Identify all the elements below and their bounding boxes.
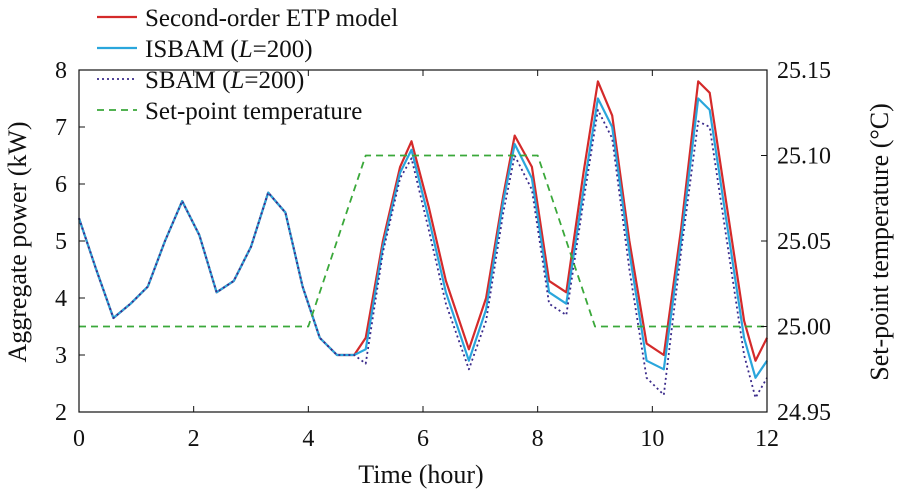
x-axis-title: Time (hour)	[358, 460, 483, 489]
y-tick-label: 8	[55, 58, 67, 84]
x-tick-label: 0	[73, 426, 85, 452]
y-axis-title: Aggregate power (kW)	[3, 121, 32, 362]
ticks: 0 2 4 6 8 10 12234567824.9525.0025.0525.1025.1…	[55, 58, 831, 452]
legend-label-1: ISBAM (L=200)	[145, 36, 313, 63]
x-tick-label: 6	[417, 426, 429, 452]
x-tick-label: 4	[302, 426, 314, 452]
x-tick-label: 10	[640, 426, 664, 452]
y-tick-label: 5	[55, 229, 67, 255]
x-tick-label: 2	[188, 426, 200, 452]
y-tick-label: 3	[55, 343, 67, 369]
y2-tick-label: 25.00	[777, 315, 831, 341]
y2-tick-label: 25.15	[777, 58, 831, 84]
y2-tick-label: 24.95	[777, 400, 831, 426]
series-line-1	[77, 97, 768, 379]
legend-label-3: Set-point temperature	[145, 98, 362, 125]
y-tick-label: 4	[55, 286, 67, 312]
y-tick-label: 6	[55, 172, 67, 198]
x-tick-label: 12	[755, 426, 779, 452]
series-line-3	[79, 154, 767, 328]
legend: Second-order ETP model ISBAM (L=200) SBAM …	[97, 5, 398, 125]
y-tick-label: 7	[55, 115, 67, 141]
legend-label-2: SBAM (L=200)	[145, 67, 304, 94]
y2-tick-label: 25.05	[777, 229, 831, 255]
x-tick-label: 8	[532, 426, 544, 452]
y2-axis-title: Set-point temperature (°C)	[865, 103, 894, 381]
legend-label-0: Second-order ETP model	[145, 5, 398, 32]
y2-tick-label: 25.10	[777, 144, 831, 170]
plot-area	[77, 80, 768, 399]
y-tick-label: 2	[55, 400, 67, 426]
series-line-2	[78, 109, 768, 399]
